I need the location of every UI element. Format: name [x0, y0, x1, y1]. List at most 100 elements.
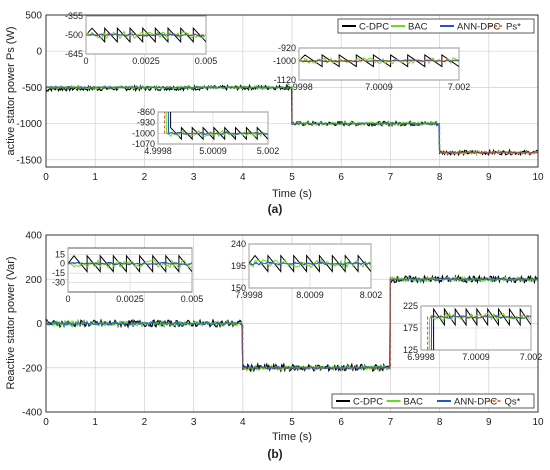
x-tick-label: 3: [191, 417, 197, 428]
inset-series-bac: [68, 258, 192, 269]
inset-series-bac: [86, 30, 206, 40]
inset-x-tick-label: 7.0009: [462, 352, 490, 362]
x-tick-label: 2: [142, 172, 148, 183]
plot-frame: [45, 14, 539, 168]
inset-series-c-dpc: [249, 254, 371, 273]
x-tick-label: 0: [43, 172, 49, 183]
tick-labels: 0 1 2 3 4 5 6 7 8 9 10 500 0 -500 -1000 -1500: [16, 11, 544, 184]
caption: (b): [267, 447, 282, 461]
inset-series-ann-dpc: [167, 112, 268, 135]
inset-y-tick-label: -920: [278, 43, 296, 53]
series-group: [45, 83, 538, 157]
inset-y-tick-label: -500: [65, 30, 83, 40]
inset-x-tick-label: 6.9998: [407, 352, 435, 362]
inset-y-tick-label: 175: [403, 323, 418, 333]
x-tick-label: 7: [388, 417, 394, 428]
inset-x-tick-label: 0.0025: [116, 294, 144, 304]
y-tick-label: 0: [36, 319, 42, 330]
y-tick-label: 400: [25, 231, 42, 242]
legend-box: [337, 18, 535, 34]
inset-x-tick-label: 7.002: [520, 352, 543, 362]
x-tick-label: 9: [486, 417, 492, 428]
inset-plot: 6.9998 7.0009 7.002 -920 -1000 -1120: [273, 43, 470, 92]
x-tick-label: 8: [437, 172, 443, 183]
y-tick-label: 0: [36, 47, 42, 58]
inset-x-tick-label: 8.0009: [296, 290, 324, 300]
inset-series-bac: [249, 258, 371, 269]
legend-label: Ps*: [506, 22, 521, 33]
x-tick-label: 5: [289, 417, 295, 428]
inset-series-c-dpc: [299, 54, 459, 68]
x-axis-label: Time (s): [272, 188, 312, 200]
y-tick-label: 200: [25, 275, 42, 286]
x-tick-label: 9: [486, 172, 492, 183]
legend-box: [331, 393, 535, 409]
inset-y-tick-label: 0: [60, 259, 65, 269]
inset-y-tick-label: 15: [55, 249, 65, 259]
y-tick-label: -1000: [16, 119, 42, 130]
x-tick-label: 10: [532, 172, 544, 183]
inset-x-tick-label: 7.002: [448, 82, 471, 92]
x-tick-label: 6: [338, 417, 344, 428]
series-line-qs-: [46, 278, 538, 369]
inset-x-tick-label: 0.005: [195, 56, 218, 66]
x-tick-label: 0: [43, 417, 49, 428]
legend-label: Qs*: [505, 397, 521, 408]
inset-x-tick-label: 0: [83, 56, 88, 66]
x-axis-label: Time (s): [272, 431, 312, 443]
legend-label: ANN-DPC: [457, 22, 500, 33]
x-tick-label: 10: [532, 417, 544, 428]
inset-series-c-dpc: [68, 254, 192, 273]
plot-frame: [45, 234, 539, 413]
legend-label: C-DPC: [359, 22, 389, 33]
y-axis-label: Reactive stator power (Var): [5, 256, 17, 389]
y-tick-label: -400: [22, 408, 42, 419]
inset-y-tick-label: 195: [231, 261, 246, 271]
inset-x-tick-label: 5.0009: [199, 146, 227, 156]
x-tick-label: 5: [289, 172, 295, 183]
inset-y-tick-label: -1000: [273, 56, 296, 66]
x-tick-label: 7: [388, 172, 394, 183]
y-tick-label: -500: [22, 83, 42, 94]
y-tick-label: 500: [25, 11, 42, 22]
inset-y-tick-label: -1000: [132, 128, 155, 138]
x-tick-label: 8: [437, 417, 443, 428]
inset-y-tick-label: 125: [403, 345, 418, 355]
panel-a: 0 1 2 3 4 5 6 7 8 9 10 500 0 -500 -1000 -1500 0 0.0025 0.…: [5, 11, 544, 217]
inset-series-c-dpc: [86, 26, 206, 44]
inset-x-tick-label: 7.0009: [365, 82, 393, 92]
legend-label: BAC: [404, 397, 424, 408]
legend-label: ANN-DPC: [454, 397, 497, 408]
x-tick-label: 4: [240, 172, 246, 183]
inset-series-group: [427, 307, 531, 350]
inset-series-group: [299, 54, 459, 68]
x-tick-label: 1: [92, 172, 98, 183]
x-tick-label: 1: [92, 417, 98, 428]
inset-y-tick-label: -860: [137, 107, 155, 117]
inset-y-tick-label: -645: [65, 49, 83, 59]
inset-series-group: [68, 254, 192, 273]
series-group: [45, 274, 538, 373]
inset-y-tick-label: 225: [403, 301, 418, 311]
inset-y-tick-label: -930: [137, 118, 155, 128]
legend: C-DPC BAC ANN-DPC Qs*: [331, 393, 535, 409]
y-tick-label: -1500: [16, 155, 42, 166]
inset-y-tick-label: 150: [231, 283, 246, 293]
inset-series-ann-dpc: [430, 315, 531, 350]
inset-plot: 0 0.0025 0.005 -355 -500 -645: [65, 11, 217, 66]
inset-x-tick-label: 0.005: [181, 294, 204, 304]
tick-labels: 0 1 2 3 4 5 6 7 8 9 10 400 200 0 -200 -400: [22, 231, 544, 429]
x-tick-label: 4: [240, 417, 246, 428]
inset-series-group: [164, 112, 268, 141]
inset-x-tick-label: 4.9998: [144, 146, 172, 156]
inset-y-tick-label: -1070: [132, 139, 155, 149]
x-tick-label: 3: [191, 172, 197, 183]
y-axis-label: active stator power Ps (W): [5, 27, 17, 156]
inset-x-tick-label: 8.002: [360, 290, 383, 300]
y-tick-label: -200: [22, 363, 42, 374]
inset-x-tick-label: 6.9998: [285, 82, 313, 92]
x-tick-label: 6: [338, 172, 344, 183]
